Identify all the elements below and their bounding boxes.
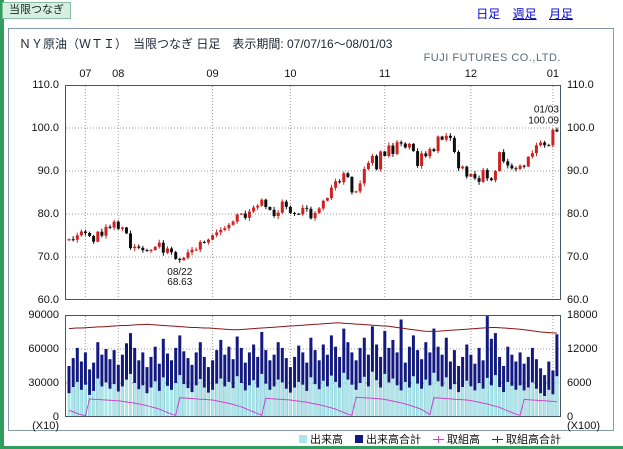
price-tick-label-right: 100.0 [567, 122, 595, 134]
legend-item-open-interest-total: 取組高合計 [492, 431, 561, 447]
month-label: 01 [546, 68, 559, 80]
price-tick-label-left: 70.0 [37, 251, 59, 263]
month-label: 09 [206, 68, 219, 80]
volume-tick-label-left: 90000 [28, 309, 59, 321]
open-interest-swatch-icon [433, 435, 444, 444]
open-interest-scale-unit-right: (X100) [567, 420, 601, 432]
candlesticks [67, 127, 559, 263]
timeframe-nav: 日足 週足 月足 [467, 5, 573, 22]
front-volume-bars [67, 371, 559, 416]
price-tick-label-left: 100.0 [31, 122, 59, 134]
volume-total-swatch-icon [355, 435, 363, 443]
price-tick-label-right: 90.0 [567, 165, 589, 177]
price-tick-label-right: 60.0 [567, 294, 589, 306]
chart-legend: 出来高 出来高合計 取組高 取組高合計 [299, 431, 561, 447]
price-annotation: 68.63 [167, 277, 192, 288]
open-interest-total-swatch-icon [492, 435, 503, 444]
month-label: 07 [79, 68, 92, 80]
price-tick-label-left: 80.0 [37, 208, 59, 220]
month-label: 10 [284, 68, 297, 80]
price-tick-label-right: 70.0 [567, 251, 589, 263]
left-green-strip [0, 0, 4, 449]
volume-tick-label-left: 30000 [28, 377, 59, 389]
nav-daily-link[interactable]: 日足 [476, 7, 501, 21]
price-tick-label-right: 110.0 [567, 79, 594, 91]
month-label: 08 [112, 68, 125, 80]
price-tick-label-left: 90.0 [37, 165, 59, 177]
price-annotation: 100.09 [528, 116, 559, 127]
nav-weekly-link[interactable]: 週足 [512, 7, 537, 21]
volume-scale-unit-left: (X10) [32, 420, 59, 432]
total-open-interest-line [68, 322, 557, 334]
legend-label-open-interest-total: 取組高合計 [506, 434, 561, 446]
price-annotation: 08/22 [167, 267, 192, 278]
open-interest-tick-label-right: 6000 [567, 377, 592, 389]
price-tick-label-right: 80.0 [567, 208, 589, 220]
volume-swatch-icon [299, 435, 307, 443]
legend-item-open-interest: 取組高 [433, 431, 480, 447]
open-interest-tick-label-right: 0 [567, 411, 574, 423]
legend-item-volume-total: 出来高合計 [355, 431, 421, 447]
legend-label-volume: 出来高 [310, 434, 343, 446]
chart-panel: ＮＹ原油（ＷＴＩ） 当限つなぎ 日足 表示期間: 07/07/16～08/01/… [8, 28, 614, 432]
chart-title: ＮＹ原油（ＷＴＩ） 当限つなぎ 日足 表示期間: 07/07/16～08/01/… [19, 37, 393, 51]
total-volume-bars [67, 316, 559, 416]
volume-tick-label-left: 60000 [28, 343, 59, 355]
volume-open-interest-chart [65, 315, 561, 417]
legend-label-open-interest: 取組高 [447, 434, 480, 446]
price-tick-label-left: 60.0 [37, 294, 59, 306]
price-tick-label-left: 110.0 [32, 79, 59, 91]
bottom-green-strip [0, 446, 623, 449]
open-interest-tick-label-right: 18000 [567, 309, 598, 321]
open-interest-tick-label-right: 12000 [567, 343, 598, 355]
legend-item-volume: 出来高 [299, 431, 343, 447]
month-label: 11 [379, 68, 391, 80]
month-label: 12 [464, 68, 477, 80]
contract-tab[interactable]: 当限つなぎ [2, 2, 71, 19]
company-name: FUJI FUTURES CO.,LTD. [423, 52, 561, 64]
price-annotation: 01/03 [534, 105, 559, 116]
volume-tick-label-left: 0 [52, 411, 59, 423]
nav-monthly-link[interactable]: 月足 [548, 7, 573, 21]
legend-label-volume-total: 出来高合計 [366, 434, 421, 446]
front-open-interest-line [68, 396, 557, 417]
